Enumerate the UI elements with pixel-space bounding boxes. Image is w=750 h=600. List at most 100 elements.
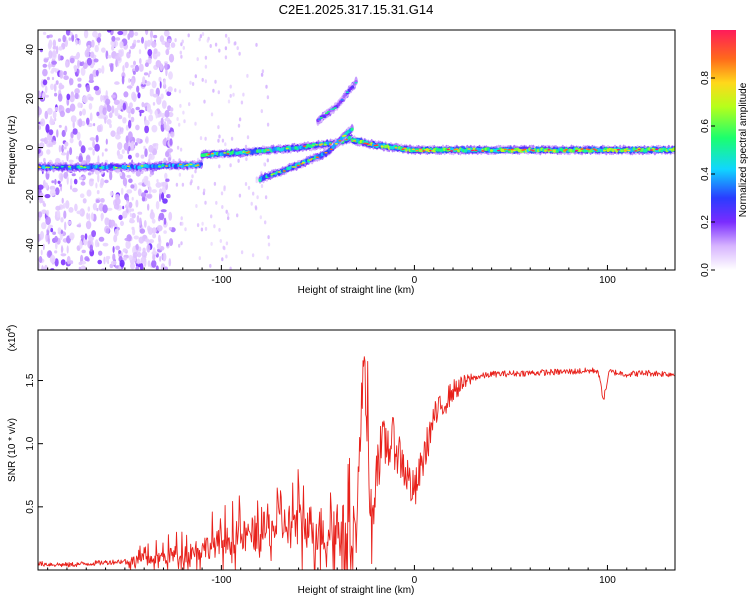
spectrogram-noise-cell xyxy=(240,250,244,255)
spectrogram-noise-cell xyxy=(163,79,166,86)
spectrogram-noise-cell xyxy=(159,193,161,202)
spectrogram-noise-cell xyxy=(123,142,129,151)
spectrogram-noise-cell xyxy=(60,253,67,257)
spectrogram-track-cell xyxy=(266,149,270,151)
spectrogram-noise-cell xyxy=(38,107,42,116)
spectrogram-noise-cell xyxy=(156,96,162,105)
spectrogram-noise-cell xyxy=(106,118,112,125)
spectrogram-noise-cell xyxy=(130,116,135,123)
spectrogram-noise-cell xyxy=(170,42,176,48)
spectrogram-track-cell xyxy=(594,149,598,151)
spectrogram-noise-cell xyxy=(131,196,134,201)
spectrogram-track-cell xyxy=(161,164,165,166)
spectrogram-noise-cell xyxy=(117,115,123,120)
spectrogram-noise-cell xyxy=(225,254,228,259)
spectrogram-noise-cell xyxy=(164,266,168,270)
spectrogram-track-cell xyxy=(325,112,329,114)
spectrogram-noise-cell xyxy=(156,225,163,232)
spectrogram-noise-cell xyxy=(97,242,100,247)
spectrogram-noise-cell xyxy=(227,212,230,217)
spectrogram-noise-cell xyxy=(56,210,61,218)
spectrogram-noise-cell xyxy=(254,205,258,210)
spectrogram-noise-cell xyxy=(90,51,95,59)
spectrogram-noise-cell xyxy=(63,146,67,150)
spectrogram-track-cell xyxy=(315,144,319,146)
spectrogram-noise-cell xyxy=(151,259,157,268)
spectrogram-noise-cell xyxy=(57,227,62,233)
snr-y-ticks: 0.5 1.0 1.5 xyxy=(25,373,43,514)
spectrogram-noise-cell xyxy=(60,245,64,254)
spectrogram-noise-cell xyxy=(136,85,140,93)
spectrogram-noise-cell xyxy=(129,213,133,217)
spectrogram-noise-cell xyxy=(102,242,109,247)
spectrogram-noise-cell xyxy=(70,178,73,186)
spectrogram-noise-cell xyxy=(181,39,184,44)
spectrogram-track-cell xyxy=(450,150,454,152)
spectrogram-track-main-trace-low xyxy=(38,159,203,173)
spectrogram-noise-cell xyxy=(54,178,57,185)
spectrogram-noise-cell xyxy=(54,250,58,254)
spectrogram-noise-cell xyxy=(217,138,220,143)
spectrogram-noise-cell xyxy=(126,85,133,89)
spectrogram-noise-cell xyxy=(105,50,109,60)
snr-scale-exponent: 4 xyxy=(6,328,13,332)
spectrogram-noise-cell xyxy=(149,30,154,39)
spectrogram-noise-cell xyxy=(138,246,142,252)
spectrogram-noise-cell xyxy=(118,214,123,221)
spectrogram-noise-cell xyxy=(183,119,186,124)
spectrogram-noise-cell xyxy=(160,192,165,201)
spectrogram-noise-cell xyxy=(194,121,197,126)
spectrogram-noise-cell xyxy=(203,188,206,193)
spectrogram-noise-cell xyxy=(84,49,90,58)
spectrogram-track-main-trace-rise xyxy=(200,133,354,160)
spectrogram-noise-cell xyxy=(138,49,142,55)
spectrogram-track-cell xyxy=(350,127,354,132)
spectrogram-noise-cell xyxy=(161,186,167,195)
spectrogram-noise-cell xyxy=(213,224,216,229)
spectrogram-noise-cell xyxy=(64,141,69,147)
spectrogram-noise-cell xyxy=(182,110,185,115)
spectrogram-noise-cell xyxy=(77,68,80,75)
spectrogram-noise-cell xyxy=(40,118,46,127)
spectrogram-noise-cell xyxy=(240,100,244,105)
spectrogram-noise-cell xyxy=(264,195,268,200)
spectrogram-noise-cell xyxy=(79,208,85,217)
spectrogram-noise-cell xyxy=(118,50,123,58)
spectrogram-noise-cell xyxy=(180,42,183,47)
spectrogram-noise-cell xyxy=(260,184,264,188)
spectrogram-noise-cell xyxy=(50,70,54,74)
colorbar-gradient xyxy=(711,30,736,270)
snr-x-tick-label: 100 xyxy=(599,575,616,586)
spectrogram-noise-cell xyxy=(174,88,177,93)
spectrogram-noise-cell xyxy=(210,241,213,246)
spectrogram-track-cell xyxy=(394,147,398,149)
spectrogram-noise-cell xyxy=(151,218,156,224)
spectrogram-noise-cell xyxy=(115,245,120,251)
spectrogram-noise-cell xyxy=(117,142,123,150)
spectrogram-noise-cell xyxy=(179,147,183,152)
spectrogram-noise-cell xyxy=(93,123,96,127)
spectrogram-noise-cell xyxy=(203,99,206,104)
spectrogram-noise-cell xyxy=(84,256,90,262)
spectrogram-noise-cell xyxy=(65,61,69,68)
spectrogram-noise-cell xyxy=(168,71,173,80)
spectrogram-noise-cell xyxy=(79,240,83,249)
spectrogram-noise-cell xyxy=(126,107,131,113)
snr-y-tick-label: 0.5 xyxy=(25,499,36,513)
spectrogram-noise-cell xyxy=(160,93,164,100)
spectrogram-noise-cell xyxy=(96,111,100,117)
spectrogram-noise-cell xyxy=(116,126,123,135)
spectrogram-noise-cell xyxy=(129,102,133,109)
spectrogram-noise-cell xyxy=(42,63,48,68)
spectrogram-noise-cell xyxy=(148,114,154,122)
spectrogram-noise-cell xyxy=(176,145,180,150)
spectrogram-noise-cell xyxy=(199,34,203,39)
spectrogram-noise-cell xyxy=(247,185,251,190)
spectrogram-noise-cell xyxy=(59,110,65,118)
spectrogram-noise-cell xyxy=(232,92,235,97)
spectrogram-noise-cell xyxy=(127,154,132,160)
spectrogram-noise-cell xyxy=(155,200,160,210)
spectrogram-noise-cell xyxy=(191,82,195,86)
spectrogram-noise-cell xyxy=(137,188,142,197)
spectrogram-noise-cell xyxy=(165,48,170,56)
